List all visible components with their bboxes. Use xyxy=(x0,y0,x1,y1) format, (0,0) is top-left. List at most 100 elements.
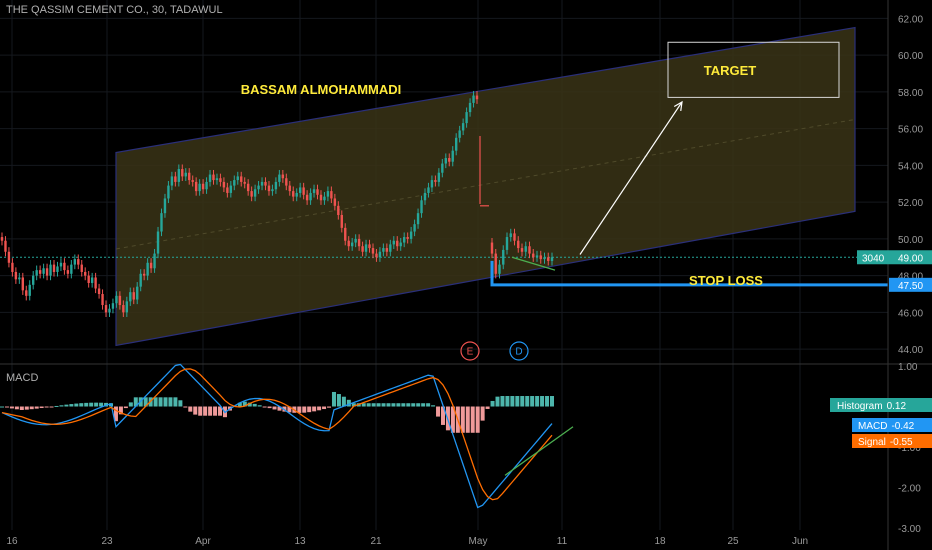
time-tick-label: 21 xyxy=(370,536,382,547)
volume-badge-text: 3040 xyxy=(862,253,885,264)
histogram-bar xyxy=(218,406,223,416)
candle-body xyxy=(45,268,49,276)
candle-body xyxy=(188,172,191,181)
histogram-bar xyxy=(510,396,515,407)
candle-body xyxy=(454,137,458,151)
candle-body xyxy=(528,246,531,254)
histogram-bar xyxy=(386,403,391,407)
candle-body xyxy=(0,237,4,241)
candle-body xyxy=(243,181,246,184)
histogram-bar xyxy=(0,406,4,408)
candle-body xyxy=(229,185,233,193)
divergence-line[interactable] xyxy=(511,256,556,271)
candle-body xyxy=(368,244,371,249)
candle-body xyxy=(21,277,25,291)
histogram-bar xyxy=(14,406,19,410)
histogram-bar xyxy=(396,403,401,407)
histogram-bar xyxy=(19,406,24,410)
histogram-bar xyxy=(495,396,500,407)
candle-body xyxy=(333,198,337,206)
candle-body xyxy=(167,185,170,199)
time-tick-label: 16 xyxy=(6,536,18,547)
macd-divergence-line[interactable] xyxy=(504,426,574,476)
signal-badge-text: Signal -0.55 xyxy=(858,437,913,448)
macd-histogram xyxy=(0,391,554,433)
histogram-bar xyxy=(252,403,257,407)
candle-body xyxy=(468,102,472,113)
histogram-bar xyxy=(351,403,356,407)
candle-body xyxy=(539,255,542,260)
candle-body xyxy=(129,292,132,302)
time-tick-label: 18 xyxy=(654,536,666,547)
candle-body xyxy=(532,253,535,258)
histogram-bar xyxy=(277,406,282,411)
author-annotation: BASSAM ALMOHAMMADI xyxy=(241,82,402,97)
histogram-bar xyxy=(431,405,436,407)
histogram-bar xyxy=(545,396,550,407)
candle-body xyxy=(205,181,208,190)
candle-body xyxy=(543,257,546,260)
candle-body xyxy=(350,242,354,247)
histogram-bar xyxy=(29,406,34,410)
event-marker-d[interactable]: D xyxy=(509,341,529,361)
candle-body xyxy=(142,273,146,276)
candle-body xyxy=(63,262,66,271)
price-tick-label: 44.00 xyxy=(898,345,923,356)
histogram-bar xyxy=(84,402,89,407)
candle-body xyxy=(233,180,236,186)
histogram-bar xyxy=(69,404,74,407)
candle-body xyxy=(111,303,115,309)
histogram-badge-value: 0.12 xyxy=(887,401,907,412)
target-zone[interactable] xyxy=(667,41,840,98)
candle-body xyxy=(250,191,253,197)
candle-body xyxy=(498,264,501,274)
candle-body xyxy=(316,189,319,195)
histogram-bar xyxy=(525,396,530,407)
candle-body xyxy=(278,174,281,182)
histogram-bar xyxy=(208,406,213,416)
macd-tick-label: -3.00 xyxy=(898,524,921,535)
price-tick-label: 62.00 xyxy=(898,14,923,25)
candle-body xyxy=(236,176,239,181)
macd-axis[interactable]: 1.000.00-1.00-2.00-3.00 xyxy=(898,362,921,535)
candle-body xyxy=(146,262,149,276)
candle-body xyxy=(437,172,441,182)
histogram-bar xyxy=(485,406,490,409)
price-tick-label: 56.00 xyxy=(898,125,923,136)
histogram-bar xyxy=(143,397,148,407)
macd-line xyxy=(1,363,553,509)
time-tick-label: 11 xyxy=(557,536,568,547)
histogram-bar xyxy=(34,406,39,409)
histogram-bar xyxy=(366,403,371,407)
candle-body xyxy=(451,150,454,162)
histogram-bar xyxy=(376,403,381,407)
candle-body xyxy=(70,264,73,274)
candle-body xyxy=(201,183,205,190)
histogram-bar xyxy=(242,401,247,407)
candle-body xyxy=(494,253,497,274)
candle-body xyxy=(458,130,461,138)
channel-midline xyxy=(115,118,856,250)
candle-body xyxy=(73,259,77,265)
histogram-bar xyxy=(465,406,470,433)
price-tick-label: 46.00 xyxy=(898,308,923,319)
target-arrow[interactable] xyxy=(579,101,683,255)
candle-body xyxy=(402,237,406,243)
stop-loss-line[interactable] xyxy=(490,260,888,287)
histogram-bar xyxy=(341,396,346,407)
candle-body xyxy=(427,187,430,193)
event-marker-e[interactable]: E xyxy=(460,341,480,361)
candle-body xyxy=(18,277,21,280)
candle-body xyxy=(375,253,378,258)
candle-body xyxy=(215,178,219,181)
histogram-bar xyxy=(262,406,267,408)
price-axis[interactable]: 62.00 60.00 58.00 56.00 54.00 52.00 50.00 48.00… xyxy=(898,14,923,356)
candle-body xyxy=(347,240,350,247)
histogram-bar xyxy=(535,396,540,407)
time-axis[interactable]: 16 23 Apr 13 21 May 11 18 25 Jun xyxy=(6,536,808,547)
candle-body xyxy=(309,192,312,201)
trend-channel[interactable] xyxy=(115,26,856,347)
histogram-bar xyxy=(9,406,14,409)
candle-body xyxy=(441,163,444,173)
